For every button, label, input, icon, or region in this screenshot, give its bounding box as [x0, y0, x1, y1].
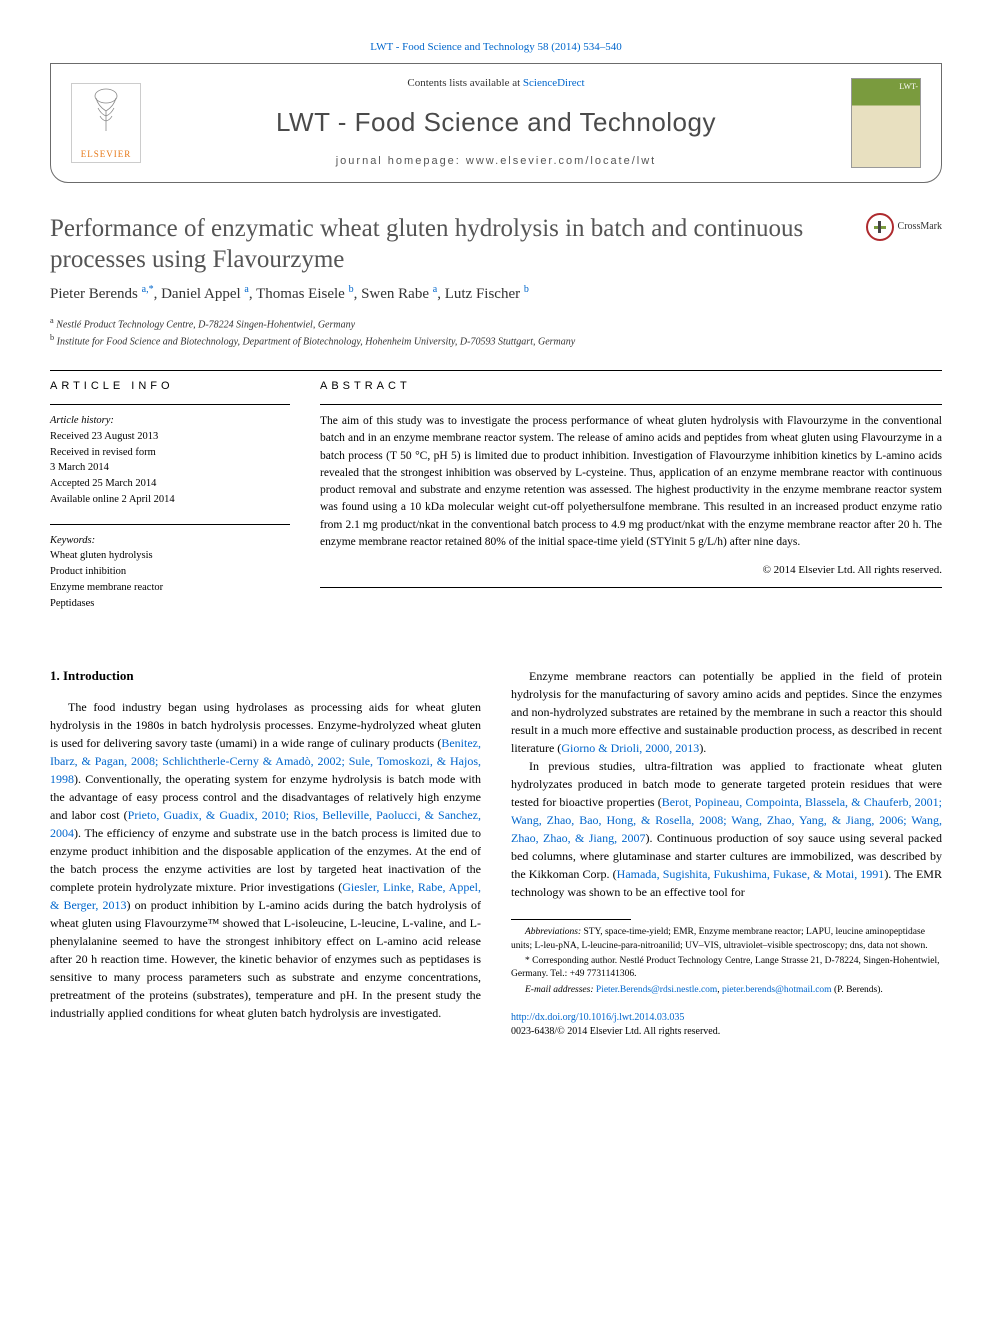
author: Thomas Eisele b — [256, 286, 353, 302]
history-line: Accepted 25 March 2014 — [50, 476, 290, 492]
divider — [320, 587, 942, 588]
author-affil-marker[interactable]: a,* — [142, 284, 154, 295]
article-info-heading: ARTICLE INFO — [50, 379, 290, 394]
contents-line: Contents lists available at ScienceDirec… — [141, 76, 851, 91]
author: Pieter Berends a,* — [50, 286, 154, 302]
crossmark-icon — [866, 213, 894, 241]
authors-list: Pieter Berends a,*, Daniel Appel a, Thom… — [50, 283, 942, 305]
footnote-email: E-mail addresses: Pieter.Berends@rdsi.ne… — [511, 984, 942, 997]
body-paragraph: The food industry began using hydrolases… — [50, 698, 481, 1022]
abstract-heading: ABSTRACT — [320, 379, 942, 394]
cover-title: LWT- — [852, 79, 920, 94]
journal-reference-link[interactable]: LWT - Food Science and Technology 58 (20… — [370, 41, 622, 53]
divider — [50, 404, 290, 405]
history-line: 3 March 2014 — [50, 460, 290, 476]
affiliation: a Nestlé Product Technology Centre, D-78… — [50, 315, 942, 332]
journal-cover-thumbnail[interactable]: LWT- — [851, 78, 921, 168]
footnotes: Abbreviations: STY, space-time-yield; EM… — [511, 926, 942, 996]
doi-block: http://dx.doi.org/10.1016/j.lwt.2014.03.… — [511, 1011, 942, 1025]
keyword: Wheat gluten hydrolysis — [50, 548, 290, 564]
history-label: Article history: — [50, 413, 290, 429]
elsevier-logo[interactable]: ELSEVIER — [71, 83, 141, 163]
divider — [50, 524, 290, 525]
sciencedirect-link[interactable]: ScienceDirect — [523, 77, 585, 89]
author-affil-marker[interactable]: a — [433, 284, 437, 295]
crossmark-label: CrossMark — [898, 220, 942, 234]
section-heading: 1. Introduction — [50, 667, 481, 685]
author: Lutz Fischer b — [445, 286, 529, 302]
doi-link[interactable]: http://dx.doi.org/10.1016/j.lwt.2014.03.… — [511, 1012, 684, 1023]
citation-link[interactable]: Giorno & Drioli, 2000, 2013 — [561, 741, 699, 755]
divider — [50, 370, 942, 371]
author-affil-marker[interactable]: b — [349, 284, 354, 295]
keyword: Peptidases — [50, 596, 290, 612]
abstract-panel: ABSTRACT The aim of this study was to in… — [320, 379, 942, 628]
history-line: Received in revised form — [50, 445, 290, 461]
email-link[interactable]: Pieter.Berends@rdsi.nestle.com — [596, 985, 717, 995]
article-title: Performance of enzymatic wheat gluten hy… — [50, 213, 866, 276]
body-paragraph: In previous studies, ultra-filtration wa… — [511, 757, 942, 901]
abstract-copyright: © 2014 Elsevier Ltd. All rights reserved… — [320, 563, 942, 578]
journal-homepage: journal homepage: www.elsevier.com/locat… — [141, 154, 851, 169]
body-paragraph: Enzyme membrane reactors can potentially… — [511, 667, 942, 757]
affiliations: a Nestlé Product Technology Centre, D-78… — [50, 315, 942, 350]
author-affil-marker[interactable]: a — [244, 284, 248, 295]
author-affil-marker[interactable]: b — [524, 284, 529, 295]
elsevier-tree-icon — [86, 86, 126, 146]
journal-reference: LWT - Food Science and Technology 58 (20… — [50, 40, 942, 55]
author: Swen Rabe a — [361, 286, 437, 302]
keyword: Product inhibition — [50, 564, 290, 580]
journal-header: ELSEVIER Contents lists available at Sci… — [50, 63, 942, 182]
keywords-block: Keywords: Wheat gluten hydrolysis Produc… — [50, 533, 290, 612]
article-info-panel: ARTICLE INFO Article history: Received 2… — [50, 379, 290, 628]
email-link[interactable]: pieter.berends@hotmail.com — [722, 985, 832, 995]
history-line: Available online 2 April 2014 — [50, 492, 290, 508]
main-body: 1. Introduction The food industry began … — [50, 667, 942, 1038]
footnote-abbreviations: Abbreviations: STY, space-time-yield; EM… — [511, 926, 942, 953]
author: Daniel Appel a — [161, 286, 249, 302]
contents-prefix: Contents lists available at — [407, 77, 522, 89]
footnote-corresponding: * Corresponding author. Nestlé Product T… — [511, 955, 942, 982]
affiliation: b Institute for Food Science and Biotech… — [50, 332, 942, 349]
issn-copyright: 0023-6438/© 2014 Elsevier Ltd. All right… — [511, 1025, 942, 1039]
keywords-label: Keywords: — [50, 533, 290, 549]
keyword: Enzyme membrane reactor — [50, 580, 290, 596]
footnote-divider — [511, 919, 631, 920]
crossmark-badge[interactable]: CrossMark — [866, 213, 942, 241]
abstract-text: The aim of this study was to investigate… — [320, 413, 942, 551]
elsevier-label: ELSEVIER — [81, 148, 132, 161]
divider — [320, 404, 942, 405]
journal-name: LWT - Food Science and Technology — [141, 104, 851, 140]
citation-link[interactable]: Hamada, Sugishita, Fukushima, Fukase, & … — [617, 867, 885, 881]
article-history: Article history: Received 23 August 2013… — [50, 413, 290, 508]
history-line: Received 23 August 2013 — [50, 429, 290, 445]
